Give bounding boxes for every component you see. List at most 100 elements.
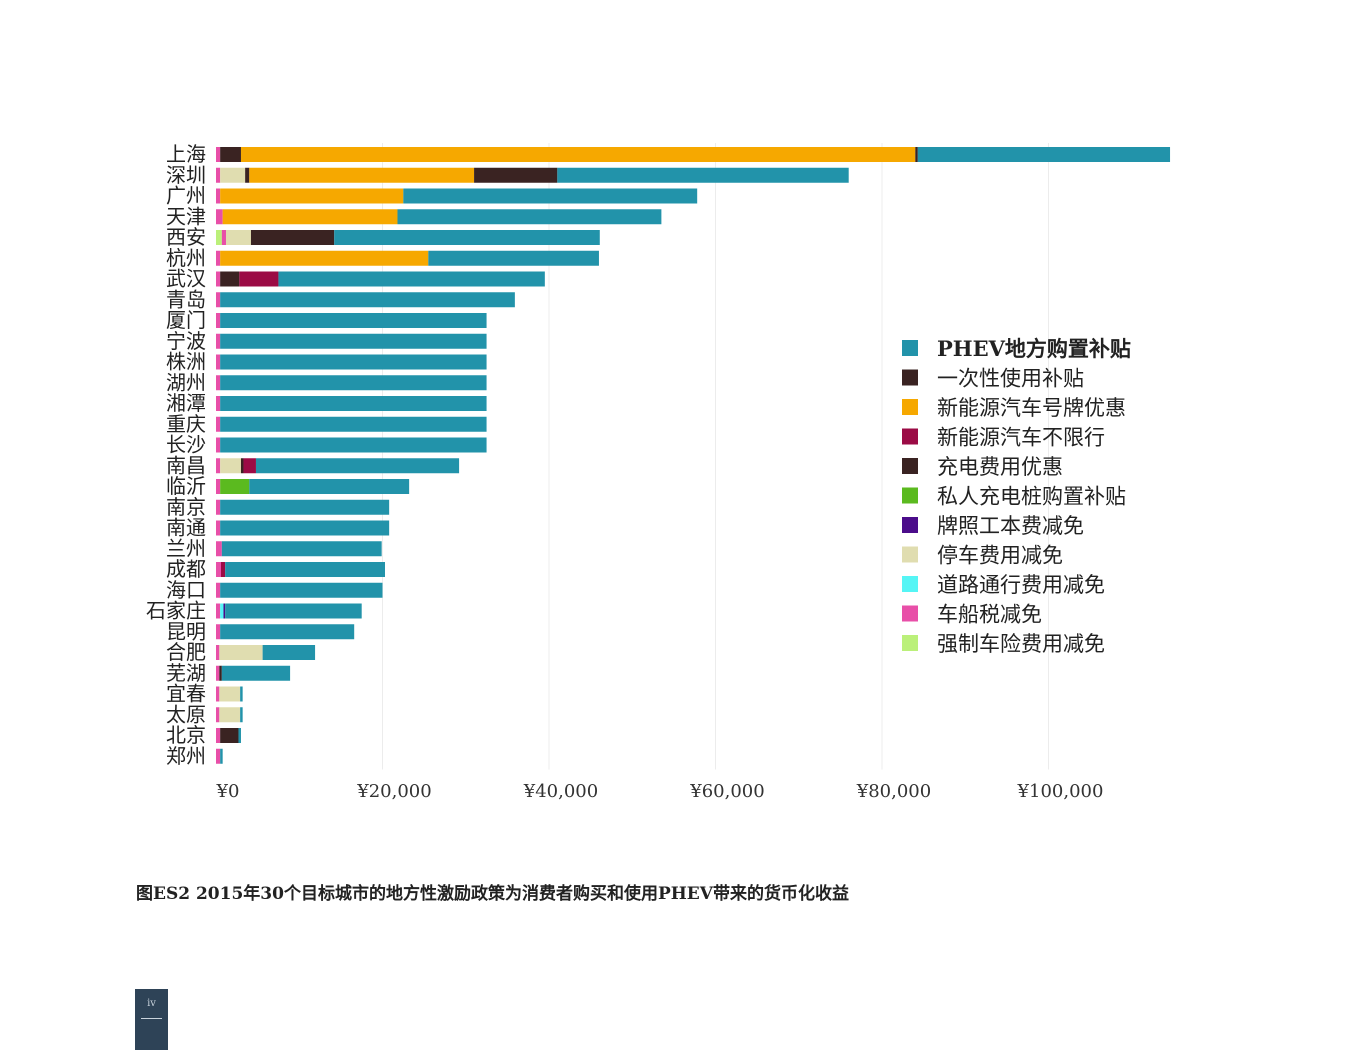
- city-label: 北京: [166, 723, 206, 747]
- city-label: 南昌: [166, 453, 206, 477]
- bar-segment: [240, 686, 243, 702]
- bar-segment: [917, 147, 1171, 162]
- bar-segment: [216, 354, 221, 370]
- bar-segment: [216, 541, 222, 557]
- bar-segment: [278, 271, 545, 287]
- legend-label: 牌照工本费减免: [937, 514, 1084, 538]
- city-label: 青岛: [166, 287, 206, 311]
- bar-segment: [220, 562, 226, 577]
- legend-swatch: [902, 428, 918, 445]
- city-label: 天津: [166, 204, 206, 228]
- legend-swatch: [902, 458, 918, 474]
- bar-segment: [216, 416, 221, 432]
- bar-segment: [216, 479, 221, 494]
- legend-swatch: [902, 487, 918, 504]
- city-label: 杭州: [166, 246, 206, 270]
- bar-segment: [219, 665, 222, 681]
- bar-segment: [428, 250, 599, 266]
- bar-segment: [216, 707, 220, 723]
- bar-segment: [220, 396, 487, 411]
- bar-segment: [216, 147, 221, 162]
- bar-segment: [221, 230, 226, 245]
- bar-segment: [915, 147, 918, 162]
- bar-segment: [220, 271, 240, 287]
- bar-segment: [238, 728, 241, 743]
- page-number-tab: iv: [135, 989, 168, 1050]
- bar-segment: [216, 271, 221, 287]
- bar-segment: [216, 437, 221, 453]
- bar-segment: [249, 479, 410, 494]
- bar-segment: [220, 624, 355, 640]
- figure-caption: 图ES2 2015年30个目标城市的地方性激励政策为消费者购买和使用PHEV带来…: [136, 884, 849, 904]
- city-label: 海口: [166, 578, 206, 602]
- bar-segment: [220, 582, 383, 598]
- bar-segment: [557, 167, 849, 183]
- bar-segment: [219, 645, 263, 660]
- bar-segment: [255, 458, 460, 474]
- bar-segment: [216, 686, 220, 702]
- gridlines: [382, 143, 1049, 770]
- city-label: 宁波: [166, 329, 206, 353]
- bar-segment: [220, 603, 224, 619]
- bar-segment: [245, 167, 250, 183]
- bar-segment: [249, 167, 475, 183]
- bar-segment: [220, 250, 429, 266]
- bar-segment: [216, 458, 221, 474]
- bar-segment: [262, 645, 316, 660]
- x-tick-label: ¥0: [216, 781, 240, 802]
- city-label: 合肥: [166, 640, 206, 664]
- bar-segment: [220, 479, 250, 494]
- bar-segment: [216, 562, 221, 577]
- x-tick-label: ¥100,000: [1017, 781, 1104, 802]
- bar-segment: [225, 230, 251, 245]
- bar-segment: [403, 188, 698, 204]
- bar-segment: [220, 333, 487, 349]
- bar-segment: [222, 209, 398, 225]
- bar-segment: [216, 645, 220, 660]
- bar-segment: [220, 292, 515, 308]
- legend-swatch: [902, 546, 918, 563]
- bar-segment: [216, 167, 221, 183]
- bar-segment: [220, 313, 487, 328]
- page-number: iv: [147, 998, 156, 1009]
- city-labels: 上海深圳广州天津西安杭州武汉青岛厦门宁波株洲湖州湘潭重庆长沙南昌临沂南京南通兰州…: [146, 142, 206, 768]
- bar-segment: [216, 499, 221, 515]
- legend-label: 一次性使用补贴: [937, 367, 1084, 391]
- bar-segment: [216, 250, 221, 266]
- bar-segment: [221, 665, 291, 681]
- legend-swatch: [902, 576, 918, 592]
- bars: [216, 147, 1171, 764]
- legend-label: 私人充电桩购置补贴: [937, 485, 1126, 509]
- bar-segment: [219, 686, 241, 702]
- city-label: 南京: [166, 495, 206, 519]
- city-label: 成都: [166, 557, 206, 581]
- bar-segment: [221, 541, 382, 557]
- bar-segment: [225, 603, 362, 619]
- bar-segment: [220, 520, 390, 536]
- bar-segment: [216, 624, 221, 640]
- legend: PHEV地方购置补贴一次性使用补贴新能源汽车号牌优惠新能源汽车不限行充电费用优惠…: [902, 336, 1131, 656]
- city-label: 南通: [166, 516, 206, 540]
- legend-swatch: [902, 517, 918, 533]
- bar-segment: [216, 582, 221, 598]
- bar-segment: [220, 354, 487, 370]
- bar-segment: [216, 396, 221, 411]
- bar-segment: [216, 188, 221, 204]
- bar-segment: [225, 562, 385, 577]
- legend-label: 新能源汽车不限行: [937, 426, 1105, 450]
- legend-swatch: [902, 635, 918, 651]
- city-label: 湘潭: [166, 391, 206, 415]
- city-label: 湖州: [166, 370, 206, 394]
- bar-segment: [219, 707, 241, 723]
- city-label: 广州: [166, 184, 206, 208]
- legend-label: 道路通行费用减免: [937, 573, 1105, 597]
- bar-segment: [220, 458, 241, 474]
- legend-label: 强制车险费用减免: [937, 632, 1105, 656]
- bar-segment: [474, 167, 558, 183]
- bar-segment: [216, 333, 221, 349]
- bar-segment: [220, 188, 404, 204]
- city-label: 太原: [166, 702, 206, 726]
- bar-segment: [220, 147, 241, 162]
- city-label: 芜湖: [166, 661, 206, 685]
- legend-label: 新能源汽车号牌优惠: [937, 396, 1126, 420]
